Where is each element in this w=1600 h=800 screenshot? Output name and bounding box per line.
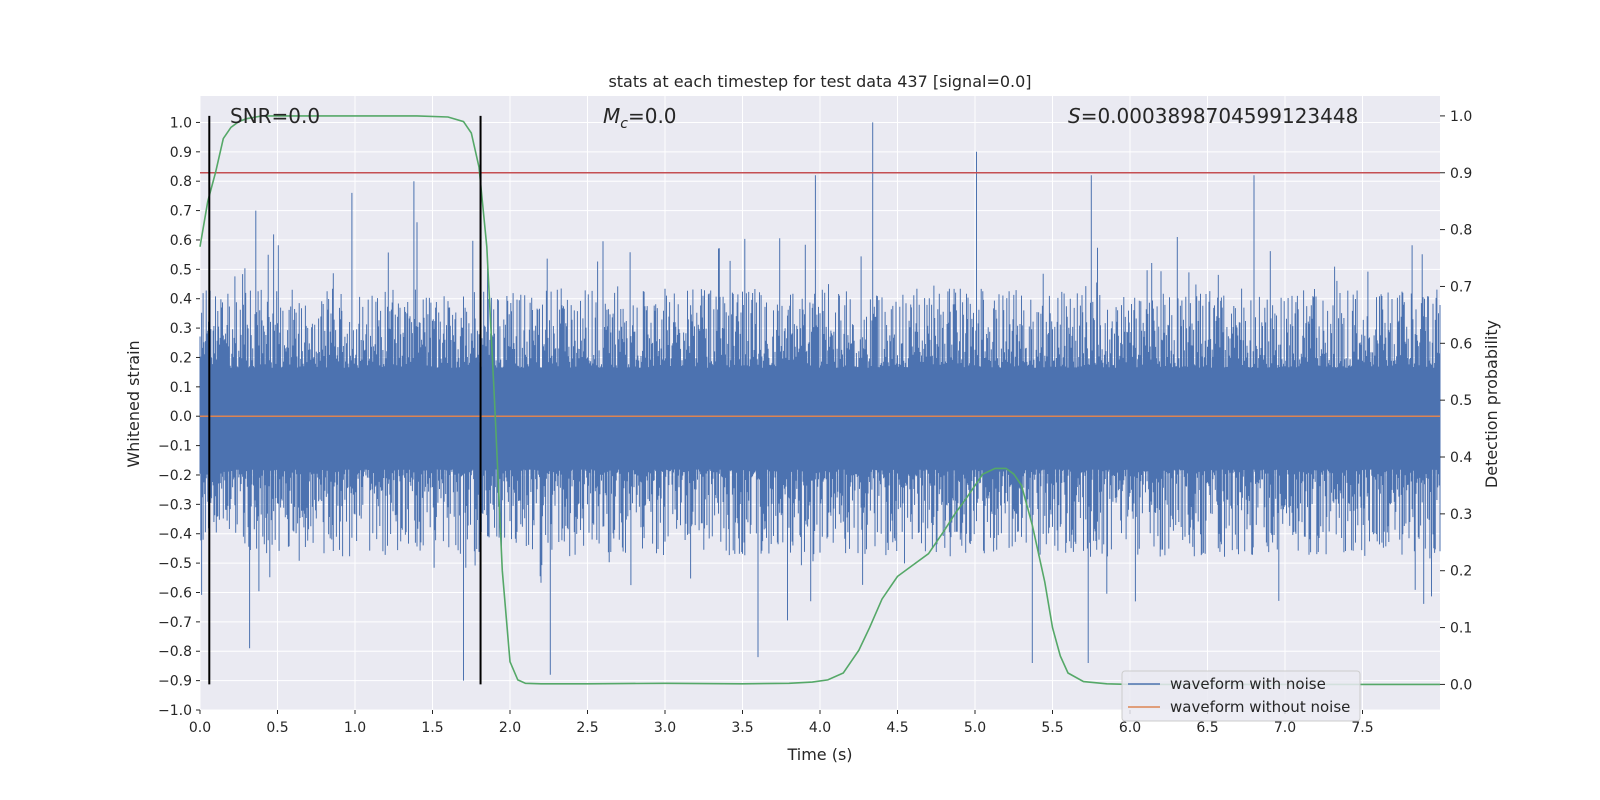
series-lines — [199, 115, 1440, 686]
y-left-tick-label-1: 0.9 — [170, 145, 192, 161]
legend: waveform with noise waveform without noi… — [1121, 670, 1361, 722]
probability-curve — [199, 115, 1440, 686]
noisy-waveform-series — [199, 122, 1441, 681]
legend-label-clean: waveform without noise — [1170, 698, 1350, 716]
y-left-tick-label-12: −0.2 — [158, 468, 192, 484]
x-tick-label-13: 6.5 — [1196, 720, 1218, 736]
y-right-tick-label-7: 0.3 — [1450, 507, 1472, 523]
y-axis-label-left: Whitened strain — [124, 340, 143, 467]
y-right-tick-label-8: 0.2 — [1450, 564, 1472, 580]
x-tick-label-3: 1.5 — [421, 720, 443, 736]
x-tick-label-9: 4.5 — [886, 720, 908, 736]
y-left-tick-label-18: −0.8 — [158, 644, 192, 660]
noise-strain-trace — [199, 122, 1441, 681]
y-left-tick-label-8: 0.2 — [170, 350, 192, 366]
chart-title: stats at each timestep for test data 437… — [608, 72, 1031, 91]
y-right-tick-label-5: 0.5 — [1450, 393, 1472, 409]
snr-annotation: SNR=0.0 — [230, 104, 320, 128]
y-left-tick-label-0: 1.0 — [170, 115, 192, 131]
x-tick-label-1: 0.5 — [266, 720, 288, 736]
x-tick-label-14: 7.0 — [1274, 720, 1296, 736]
s-statistic-annotation: S=0.0003898704599123448 — [1068, 104, 1358, 128]
y-right-tick-label-6: 0.4 — [1450, 450, 1472, 466]
x-tick-label-7: 3.5 — [731, 720, 753, 736]
y-left-tick-label-4: 0.6 — [170, 233, 192, 249]
y-left-tick-label-16: −0.6 — [158, 585, 192, 601]
x-tick-label-4: 2.0 — [499, 720, 521, 736]
vertical-markers — [208, 115, 482, 685]
x-tick-label-15: 7.5 — [1351, 720, 1373, 736]
y-left-tick-label-9: 0.1 — [170, 380, 192, 396]
y-left-tick-label-14: −0.4 — [158, 527, 192, 543]
y-right-tick-label-9: 0.1 — [1450, 621, 1472, 637]
x-tick-label-6: 3.0 — [654, 720, 676, 736]
y-left-tick-label-20: −1.0 — [158, 703, 192, 719]
chirp-mass-symbol: M — [603, 104, 620, 128]
y-left-tick-label-11: −0.1 — [158, 439, 192, 455]
y-left-tick-label-13: −0.3 — [158, 497, 192, 513]
y-left-tick-label-7: 0.3 — [170, 321, 192, 337]
x-tick-label-10: 5.0 — [964, 720, 986, 736]
x-tick-label-0: 0.0 — [189, 720, 211, 736]
y-left-tick-label-15: −0.5 — [158, 556, 192, 572]
y-left-tick-label-6: 0.4 — [170, 292, 192, 308]
s-statistic-symbol: S — [1068, 104, 1081, 128]
y-right-tick-label-3: 0.7 — [1450, 279, 1472, 295]
x-tick-label-12: 6.0 — [1119, 720, 1141, 736]
y-right-tick-label-10: 0.0 — [1450, 677, 1472, 693]
y-left-tick-label-19: −0.9 — [158, 674, 192, 690]
y-left-tick-label-2: 0.8 — [170, 174, 192, 190]
y-right-tick-label-1: 0.9 — [1450, 166, 1472, 182]
y-right-tick-label-0: 1.0 — [1450, 109, 1472, 125]
y-left-tick-label-3: 0.7 — [170, 204, 192, 220]
y-left-tick-label-10: 0.0 — [170, 409, 192, 425]
x-tick-label-2: 1.0 — [344, 720, 366, 736]
x-axis-label: Time (s) — [786, 745, 852, 764]
legend-frame — [1121, 670, 1361, 722]
chirp-mass-annotation: Mc=0.0 — [603, 104, 677, 132]
legend-label-noise: waveform with noise — [1170, 675, 1326, 693]
y-left-tick-label-17: −0.7 — [158, 615, 192, 631]
y-axis-label-right: Detection probability — [1482, 320, 1501, 488]
y-right-tick-label-4: 0.6 — [1450, 336, 1472, 352]
x-tick-label-5: 2.5 — [576, 720, 598, 736]
x-tick-label-11: 5.5 — [1041, 720, 1063, 736]
chirp-mass-value: =0.0 — [628, 104, 677, 128]
chirp-mass-subscript: c — [620, 116, 628, 132]
y-left-tick-label-5: 0.5 — [170, 262, 192, 278]
s-statistic-value: =0.0003898704599123448 — [1081, 104, 1359, 128]
axis-ticks: 0.0 0.5 1.0 1.5 2.0 2.5 3.0 3.5 4.0 4.5 5.0 5.5 6.0 6… — [158, 109, 1472, 736]
y-right-tick-label-2: 0.8 — [1450, 223, 1472, 239]
x-tick-label-8: 4.0 — [809, 720, 831, 736]
